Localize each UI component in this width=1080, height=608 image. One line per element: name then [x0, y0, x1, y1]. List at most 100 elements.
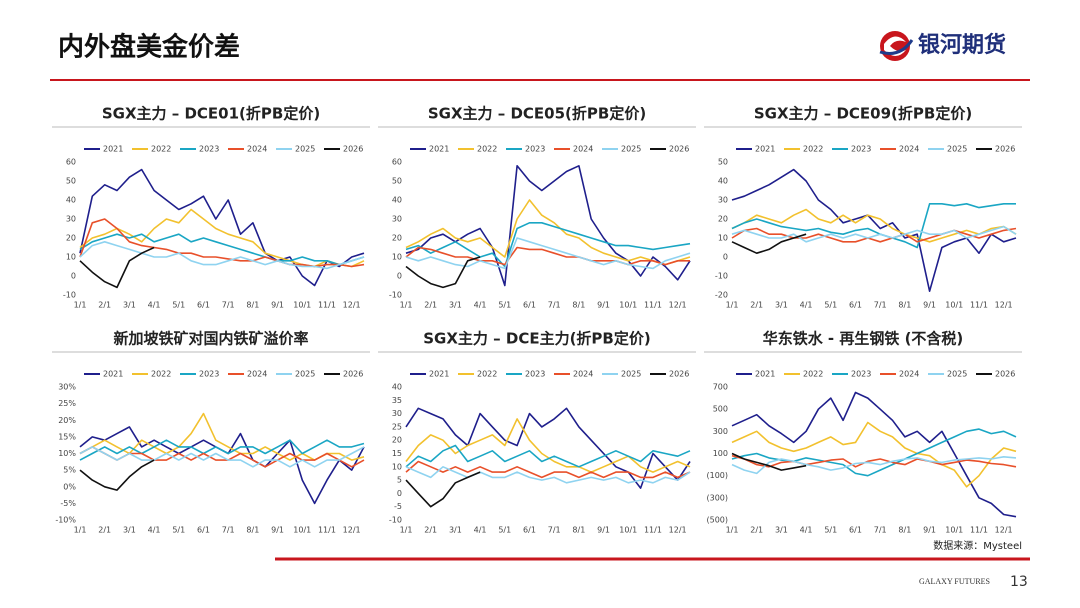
series-line: [731, 203, 1016, 249]
y-tick-label: 0: [397, 489, 402, 498]
series-line: [405, 237, 691, 270]
x-tick-label: 5/1: [824, 526, 837, 535]
legend-label: 2023: [199, 370, 219, 379]
series-line: [405, 256, 481, 289]
x-tick-label: 6/1: [197, 301, 210, 310]
legend-label: 2025: [947, 145, 967, 154]
series-line: [731, 456, 1017, 475]
x-tick-label: 11/1: [318, 526, 336, 535]
series-line: [731, 233, 807, 254]
y-tick-label: 60: [392, 158, 402, 167]
y-tick-label: 40: [718, 177, 728, 186]
y-tick-label: -10: [389, 516, 402, 525]
source: 数据来源：Mysteel: [933, 539, 1022, 552]
y-tick-label: 10%: [58, 449, 76, 458]
y-tick-label: 10: [66, 253, 76, 262]
series-line: [79, 412, 365, 461]
x-tick-label: 8/1: [898, 526, 911, 535]
legend-label: 2024: [573, 370, 593, 379]
legend-label: 2022: [803, 370, 823, 379]
x-tick-label: 12/1: [995, 526, 1013, 535]
y-tick-label: 40: [392, 196, 402, 205]
chart-title: 华东铁水 - 再生钢铁 (不含税): [763, 330, 964, 348]
series-line: [405, 199, 691, 266]
x-tick-label: 9/1: [597, 301, 610, 310]
y-tick-label: -10: [715, 272, 728, 281]
legend-label: 2023: [525, 145, 545, 154]
x-tick-label: 3/1: [123, 526, 136, 535]
x-tick-label: 5/1: [498, 301, 511, 310]
x-tick-label: 12/1: [343, 526, 361, 535]
x-tick-label: 5/1: [498, 526, 511, 535]
series-line: [79, 233, 365, 266]
legend-label: 2022: [151, 370, 171, 379]
series-line: [79, 426, 365, 505]
legend-label: 2023: [199, 145, 219, 154]
x-tick-label: 2/1: [750, 301, 763, 310]
x-tick-label: 1/1: [726, 301, 739, 310]
legend-label: 2026: [669, 370, 689, 379]
y-tick-label: 10: [718, 234, 728, 243]
series-line: [79, 241, 365, 270]
y-tick-label: 0: [723, 253, 728, 262]
x-tick-label: 8/1: [572, 526, 585, 535]
x-tick-label: 1/1: [74, 526, 87, 535]
x-tick-label: 3/1: [775, 526, 788, 535]
legend-label: 2024: [899, 145, 919, 154]
legend-label: 2021: [755, 145, 775, 154]
x-tick-label: 4/1: [800, 301, 813, 310]
series-line: [79, 246, 155, 289]
x-tick-label: 6/1: [849, 526, 862, 535]
x-tick-label: 3/1: [775, 301, 788, 310]
legend-label: 2023: [851, 370, 871, 379]
legend-label: 2025: [295, 145, 315, 154]
x-tick-label: 10/1: [293, 526, 311, 535]
x-tick-label: 8/1: [898, 301, 911, 310]
y-tick-label: 15: [392, 449, 402, 458]
legend-label: 2021: [429, 145, 449, 154]
x-tick-label: 2/1: [98, 301, 111, 310]
x-tick-label: 6/1: [849, 301, 862, 310]
x-tick-label: 11/1: [644, 526, 662, 535]
series-line: [405, 407, 691, 489]
x-tick-label: 2/1: [750, 526, 763, 535]
x-tick-label: 8/1: [572, 301, 585, 310]
y-tick-label: -10%: [55, 516, 76, 525]
footer-brand: GALAXY FUTURES: [919, 577, 990, 586]
y-tick-label: 500: [713, 405, 728, 414]
x-tick-label: 4/1: [800, 526, 813, 535]
series-line: [731, 208, 1017, 243]
y-tick-label: 50: [392, 177, 402, 186]
legend-label: 2021: [103, 145, 123, 154]
x-tick-label: 6/1: [523, 526, 536, 535]
series-line: [731, 428, 1017, 477]
legend-label: 2025: [295, 370, 315, 379]
x-tick-label: 12/1: [669, 301, 687, 310]
logo-icon: [879, 31, 914, 61]
y-tick-label: 0: [71, 272, 76, 281]
y-tick-label: 30: [392, 409, 402, 418]
legend-label: 2025: [621, 370, 641, 379]
x-tick-label: 10/1: [619, 526, 637, 535]
x-tick-label: 7/1: [874, 301, 887, 310]
legend-label: 2026: [669, 145, 689, 154]
x-tick-label: 1/1: [400, 526, 413, 535]
y-tick-label: 40: [392, 383, 402, 392]
legend-label: 2025: [947, 370, 967, 379]
legend-label: 2023: [851, 145, 871, 154]
legend-label: 2021: [755, 370, 775, 379]
series-line: [731, 227, 1017, 243]
logo-text: 银河期货: [918, 32, 1006, 58]
x-tick-label: 10/1: [945, 301, 963, 310]
legend-label: 2023: [525, 370, 545, 379]
x-tick-label: 7/1: [222, 301, 235, 310]
series-line: [731, 452, 807, 471]
x-tick-label: 11/1: [970, 301, 988, 310]
x-tick-label: 12/1: [343, 301, 361, 310]
x-tick-label: 1/1: [726, 526, 739, 535]
y-tick-label: 300: [713, 427, 728, 436]
x-tick-label: 9/1: [271, 526, 284, 535]
x-tick-label: 8/1: [246, 301, 259, 310]
x-tick-label: 11/1: [970, 526, 988, 535]
y-tick-label: -20: [715, 291, 728, 300]
